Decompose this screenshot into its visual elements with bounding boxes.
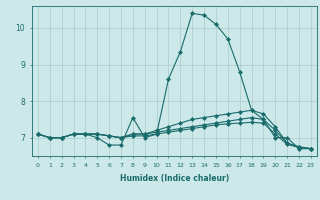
X-axis label: Humidex (Indice chaleur): Humidex (Indice chaleur)	[120, 174, 229, 183]
